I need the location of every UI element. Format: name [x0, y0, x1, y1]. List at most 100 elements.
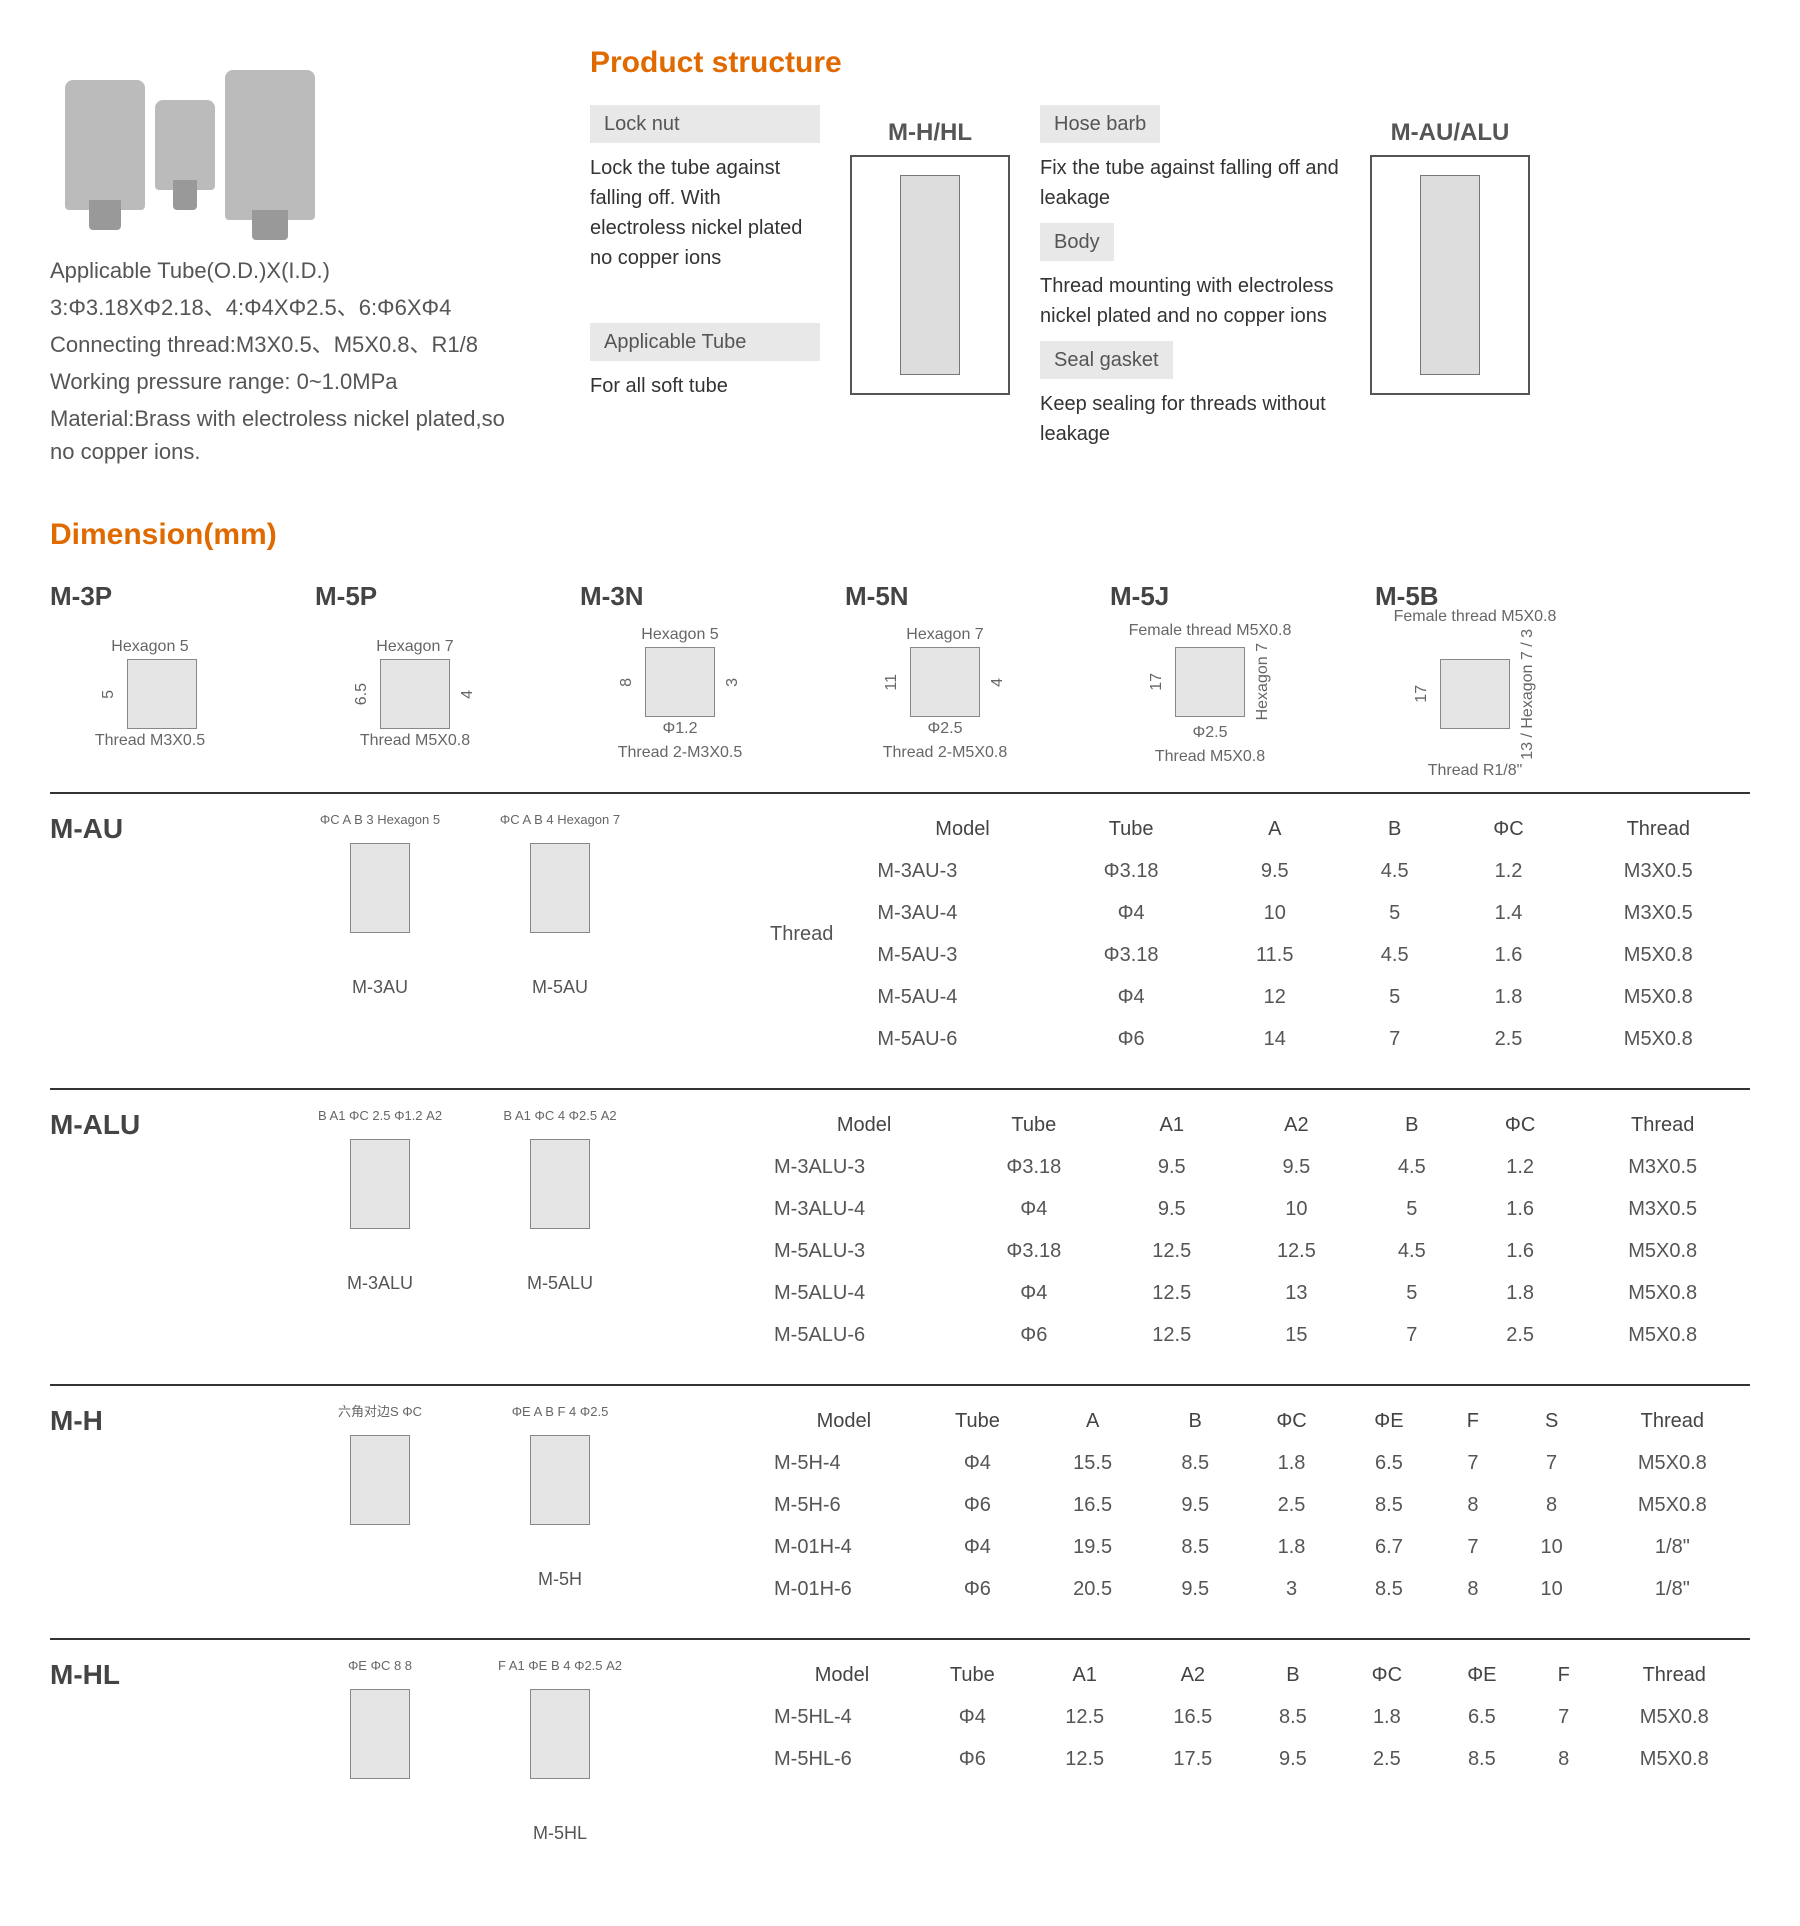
- series-table: ModelTubeABΦCΦEFSThreadM-5H-4Φ415.58.51.…: [770, 1400, 1750, 1610]
- table-cell: M-5H-4: [770, 1442, 918, 1484]
- body-tag: Body: [1040, 223, 1114, 261]
- table-header: A: [1211, 808, 1339, 850]
- table-cell: M5X0.8: [1567, 976, 1750, 1018]
- table-cell: 9.5: [1148, 1484, 1242, 1526]
- table-cell: M-3AU-4: [873, 892, 1051, 934]
- apptube-tag: Applicable Tube: [590, 323, 820, 361]
- right-diagram: [1370, 155, 1530, 395]
- table-header: A1: [1031, 1654, 1139, 1696]
- mini-title: M-5N: [845, 577, 1070, 616]
- spec-column: Applicable Tube(O.D.)X(I.D.) 3:Φ3.18XΦ2.…: [50, 40, 530, 472]
- mini-drawing: Hexagon 7 6.5 4 Thread M5X0.8: [315, 624, 515, 764]
- table-cell: Φ4: [958, 1188, 1109, 1230]
- mini-title: M-3N: [580, 577, 805, 616]
- table-cell: Φ4: [1052, 892, 1211, 934]
- table-cell: 6.5: [1435, 1696, 1529, 1738]
- table-header: ΦC: [1465, 1104, 1575, 1146]
- right-diagram-title: M-AU/ALU: [1391, 115, 1510, 151]
- table-header: Tube: [958, 1104, 1109, 1146]
- table-header: ΦE: [1341, 1400, 1438, 1442]
- series-drawing: F A1 ΦE B 4 Φ2.5 A2 M-5HL: [490, 1654, 630, 1847]
- table-cell: 8.5: [1341, 1484, 1438, 1526]
- table-cell: 8.5: [1435, 1738, 1529, 1780]
- table-cell: M-5AU-6: [873, 1018, 1051, 1060]
- table-cell: 3: [1242, 1568, 1340, 1610]
- hosebarb-desc: Fix the tube against falling off and lea…: [1040, 153, 1340, 213]
- table-cell: M-3ALU-3: [770, 1146, 958, 1188]
- table-cell: 10: [1234, 1188, 1359, 1230]
- table-cell: Φ6: [958, 1314, 1109, 1356]
- spec-line: Material:Brass with electroless nickel p…: [50, 402, 530, 468]
- table-header: Thread: [1575, 1104, 1750, 1146]
- table-cell: 17.5: [1139, 1738, 1247, 1780]
- table-cell: 6.7: [1341, 1526, 1438, 1568]
- series-drawing: ΦE ΦC 8 8: [310, 1654, 450, 1847]
- apptube-desc: For all soft tube: [590, 371, 820, 401]
- table-cell: 19.5: [1037, 1526, 1148, 1568]
- table-cell: 12.5: [1109, 1230, 1234, 1272]
- table-header: ΦE: [1435, 1654, 1529, 1696]
- table-cell: 9.5: [1109, 1146, 1234, 1188]
- mini-item: M-5J Female thread M5X0.8 17 Hexagon 7 Φ…: [1110, 577, 1335, 764]
- series-block-au: M-AU ΦC A B 3 Hexagon 5 M-3AU ΦC A B 4 H…: [50, 792, 1750, 1060]
- table-cell: Φ4: [914, 1696, 1031, 1738]
- table-cell: 10: [1509, 1526, 1595, 1568]
- table-cell: 7: [1437, 1526, 1508, 1568]
- table-cell: 8: [1529, 1738, 1599, 1780]
- table-cell: 8.5: [1247, 1696, 1339, 1738]
- spec-line: Applicable Tube(O.D.)X(I.D.): [50, 254, 530, 287]
- table-cell: 10: [1509, 1568, 1595, 1610]
- table-cell: 5: [1359, 1272, 1465, 1314]
- table-cell: 1.8: [1242, 1442, 1340, 1484]
- table-cell: M-5ALU-3: [770, 1230, 958, 1272]
- table-cell: M5X0.8: [1575, 1314, 1750, 1356]
- dimension-section: Dimension(mm) M-3P Hexagon 5 5 Thread M3…: [50, 512, 1750, 1847]
- spec-text: Applicable Tube(O.D.)X(I.D.) 3:Φ3.18XΦ2.…: [50, 254, 530, 468]
- dimension-heading: Dimension(mm): [50, 512, 1750, 557]
- seal-desc: Keep sealing for threads without leakage: [1040, 389, 1340, 449]
- table-cell: 5: [1359, 1188, 1465, 1230]
- table-cell: 2.5: [1242, 1484, 1340, 1526]
- table-cell: 11.5: [1211, 934, 1339, 976]
- table-cell: 9.5: [1109, 1188, 1234, 1230]
- table-header: A2: [1234, 1104, 1359, 1146]
- table-cell: 1.4: [1450, 892, 1566, 934]
- hosebarb-tag: Hose barb: [1040, 105, 1160, 143]
- left-diagram-title: M-H/HL: [888, 115, 972, 151]
- mini-drawing: Hexagon 7 11 4 Φ2.5 Thread 2-M5X0.8: [845, 624, 1045, 764]
- series-title: M-AU: [50, 808, 170, 850]
- body-desc: Thread mounting with electroless nickel …: [1040, 271, 1340, 331]
- table-cell: M3X0.5: [1567, 850, 1750, 892]
- table-cell: Φ4: [918, 1526, 1038, 1568]
- table-cell: 8: [1509, 1484, 1595, 1526]
- mini-title: M-3P: [50, 577, 275, 616]
- table-row: M-5H-6Φ616.59.52.58.588M5X0.8: [770, 1484, 1750, 1526]
- series-table: ModelTubeABΦCThreadM-3AU-3Φ3.189.54.51.2…: [873, 808, 1750, 1060]
- table-row: M-3AU-3Φ3.189.54.51.2M3X0.5: [873, 850, 1750, 892]
- table-cell: M5X0.8: [1599, 1696, 1750, 1738]
- table-row: M-5ALU-3Φ3.1812.512.54.51.6M5X0.8: [770, 1230, 1750, 1272]
- table-cell: 9.5: [1234, 1146, 1359, 1188]
- spec-line: 3:Φ3.18XΦ2.18、4:Φ4XΦ2.5、6:Φ6XΦ4: [50, 291, 530, 324]
- table-header: ΦC: [1339, 1654, 1435, 1696]
- table-cell: 10: [1211, 892, 1339, 934]
- structure-column: Product structure Lock nut Lock the tube…: [590, 40, 1750, 472]
- table-cell: 1.8: [1450, 976, 1566, 1018]
- table-cell: 4.5: [1359, 1146, 1465, 1188]
- table-cell: 1/8": [1595, 1568, 1750, 1610]
- table-cell: M5X0.8: [1595, 1442, 1750, 1484]
- table-row: M-5ALU-6Φ612.51572.5M5X0.8: [770, 1314, 1750, 1356]
- table-cell: 4.5: [1339, 934, 1451, 976]
- table-cell: 8.5: [1341, 1568, 1438, 1610]
- table-cell: 2.5: [1465, 1314, 1575, 1356]
- series-table: ModelTubeA1A2BΦCThreadM-3ALU-3Φ3.189.59.…: [770, 1104, 1750, 1356]
- table-cell: M-5HL-6: [770, 1738, 914, 1780]
- series-title: M-ALU: [50, 1104, 170, 1146]
- table-cell: M-5ALU-4: [770, 1272, 958, 1314]
- left-diagram: [850, 155, 1010, 395]
- table-cell: 5: [1339, 976, 1451, 1018]
- table-cell: Φ6: [1052, 1018, 1211, 1060]
- mini-item: M-5B Female thread M5X0.8 17 13 / Hexago…: [1375, 577, 1600, 764]
- table-cell: 1.6: [1450, 934, 1566, 976]
- table-cell: M3X0.5: [1575, 1188, 1750, 1230]
